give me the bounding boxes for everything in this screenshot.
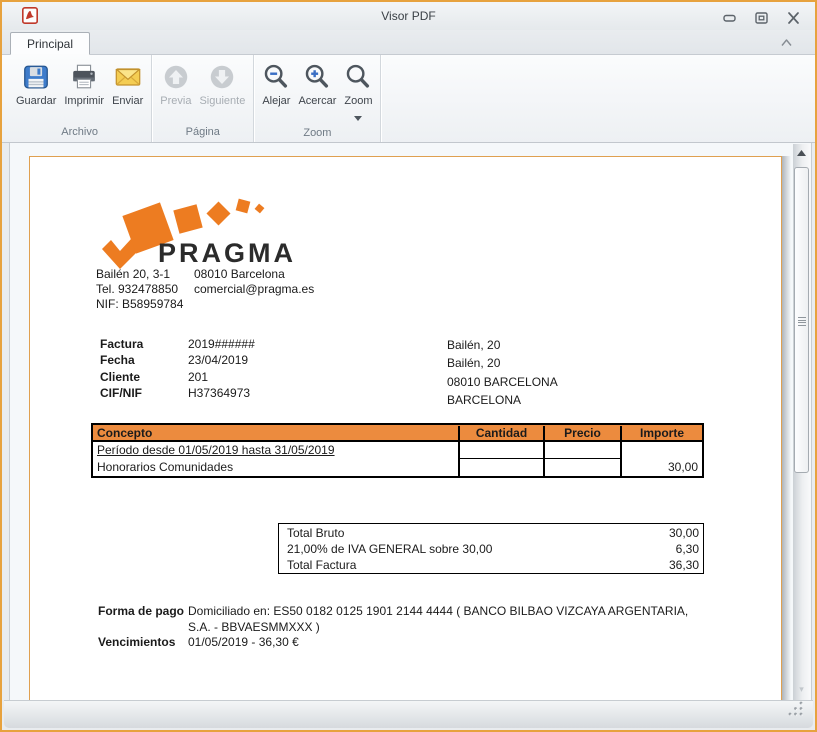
window-controls [722,11,801,25]
enviar-label: Enviar [112,95,144,107]
payment-due-value: 01/05/2019 - 36,30 € [188,635,299,649]
field-fecha: Fecha 23/04/2019 [100,353,249,368]
header-importe: Importe [620,425,702,440]
scroll-up-arrow-icon[interactable] [793,146,810,159]
group-label-archivo: Archivo [61,126,98,138]
customer-address: Bailén, 20 Bailén, 20 08010 BARCELONA BA… [447,336,558,410]
document-viewport: PRAGMA Bailén 20, 3-1 08010 Barcelona Te… [9,143,812,702]
scroll-down-arrow-icon[interactable]: ▾ [799,684,804,694]
company-street: Bailén 20, 3-1 [96,267,171,281]
siguiente-button[interactable]: Siguiente [195,58,249,125]
company-nif: NIF: B58959784 [96,297,184,311]
zoom-in-icon [301,61,333,93]
acercar-button[interactable]: Acercar [294,58,340,126]
item-precio [545,442,620,459]
window-title: Visor PDF [381,9,436,23]
siguiente-label: Siguiente [199,95,246,107]
arrow-up-icon [160,61,192,93]
imprimir-label: Imprimir [64,95,105,107]
ribbon-group-zoom: Alejar Acercar [254,55,382,142]
imprimir-button[interactable]: Imprimir [60,58,108,125]
field-factura: Factura 2019###### [100,337,255,351]
item-concepto: Honorarios Comunidades [97,460,234,474]
tab-principal[interactable]: Principal [10,32,91,55]
customer-address-line: 08010 BARCELONA [447,374,558,389]
status-bar [4,700,813,728]
arrow-down-icon [206,61,238,93]
company-city: 08010 Barcelona [194,267,285,281]
company-email: comercial@pragma.es [194,282,315,296]
payment-section: Forma de pago Domiciliado en: ES50 0182 … [98,604,726,651]
enviar-button[interactable]: Enviar [108,58,147,125]
field-cliente: Cliente 201 [100,369,209,384]
zoom-dropdown-button[interactable]: Zoom [340,58,376,126]
item-importe [622,442,702,459]
field-cifnif: CIF/NIF H37364973 [100,386,251,401]
company-address: Bailén 20, 3-1 08010 Barcelona Tel. 9324… [96,267,314,312]
tab-bar: Principal [2,30,815,55]
logo-shapes [102,198,265,269]
alejar-label: Alejar [262,95,291,107]
guardar-button[interactable]: Guardar [12,58,60,125]
header-concepto: Concepto [97,425,153,440]
company-name: PRAGMA [158,238,296,268]
guardar-label: Guardar [16,95,57,107]
total-row: Total Factura 36,30 [287,558,699,572]
header-precio: Precio [543,425,620,440]
totals-box: Total Bruto 30,00 21,00% de IVA GENERAL … [278,523,704,574]
item-importe: 30,00 [667,460,698,474]
payment-method-row: Forma de pago Domiciliado en: ES50 0182 … [98,604,726,635]
previa-button[interactable]: Previa [156,58,195,125]
ribbon-group-pagina: Previa Siguiente Página [152,55,255,142]
save-icon [20,61,52,93]
maximize-button[interactable] [754,11,769,25]
customer-address-line: Bailén, 20 [447,356,501,371]
items-table: Concepto Cantidad Precio Importe Período… [91,423,704,478]
ribbon: Guardar Imprimir [2,54,815,143]
resize-grip[interactable] [787,700,804,722]
scrollbar-thumb[interactable] [794,167,809,473]
ribbon-group-archivo: Guardar Imprimir [8,55,153,142]
item-cantidad [460,459,543,476]
group-label-pagina: Página [185,126,220,138]
customer-address-line: BARCELONA [447,393,522,408]
customer-address-line: Bailén, 20 [447,338,501,352]
vertical-scrollbar[interactable]: ▾ [793,144,810,701]
previa-label: Previa [160,95,192,107]
zoom-icon [342,61,374,93]
group-label-zoom: Zoom [303,127,332,139]
page-shadow [782,156,791,702]
pdf-page: PRAGMA Bailén 20, 3-1 08010 Barcelona Te… [29,156,782,702]
scrollbar-grip-icon [798,317,806,326]
items-table-header: Concepto Cantidad Precio Importe [93,425,702,442]
acercar-label: Acercar [298,95,337,107]
alejar-button[interactable]: Alejar [258,58,294,126]
company-phone: Tel. 932478850 [96,282,179,296]
zoom-label: Zoom [344,95,373,107]
total-row: 21,00% de IVA GENERAL sobre 30,00 6,30 [287,542,699,556]
item-concepto: Período desde 01/05/2019 hasta 31/05/201… [97,443,335,457]
item-cantidad [460,442,543,459]
payment-method-value: Domiciliado en: ES50 0182 0125 1901 2144… [188,604,689,634]
tab-principal-label: Principal [27,36,74,51]
company-logo: PRAGMA [96,192,336,277]
payment-due-row: Vencimientos 01/05/2019 - 36,30 € [98,635,726,651]
zoom-caret-icon [354,108,363,126]
titlebar: Visor PDF [2,2,815,30]
items-table-body: Período desde 01/05/2019 hasta 31/05/201… [93,442,702,476]
total-row: Total Bruto 30,00 [287,526,699,540]
collapse-ribbon-button[interactable] [780,35,793,53]
payment-due-label: Vencimientos [98,635,176,649]
pdf-app-icon [22,7,38,29]
invoice-fields: Factura 2019###### Fecha 23/04/2019 Clie… [100,336,255,402]
header-cantidad: Cantidad [458,425,543,440]
minimize-button[interactable] [722,11,737,25]
printer-icon [68,61,100,93]
close-button[interactable] [786,11,801,25]
item-precio [545,459,620,476]
payment-method-label: Forma de pago [98,604,185,618]
email-icon [112,61,144,93]
zoom-out-icon [260,61,292,93]
